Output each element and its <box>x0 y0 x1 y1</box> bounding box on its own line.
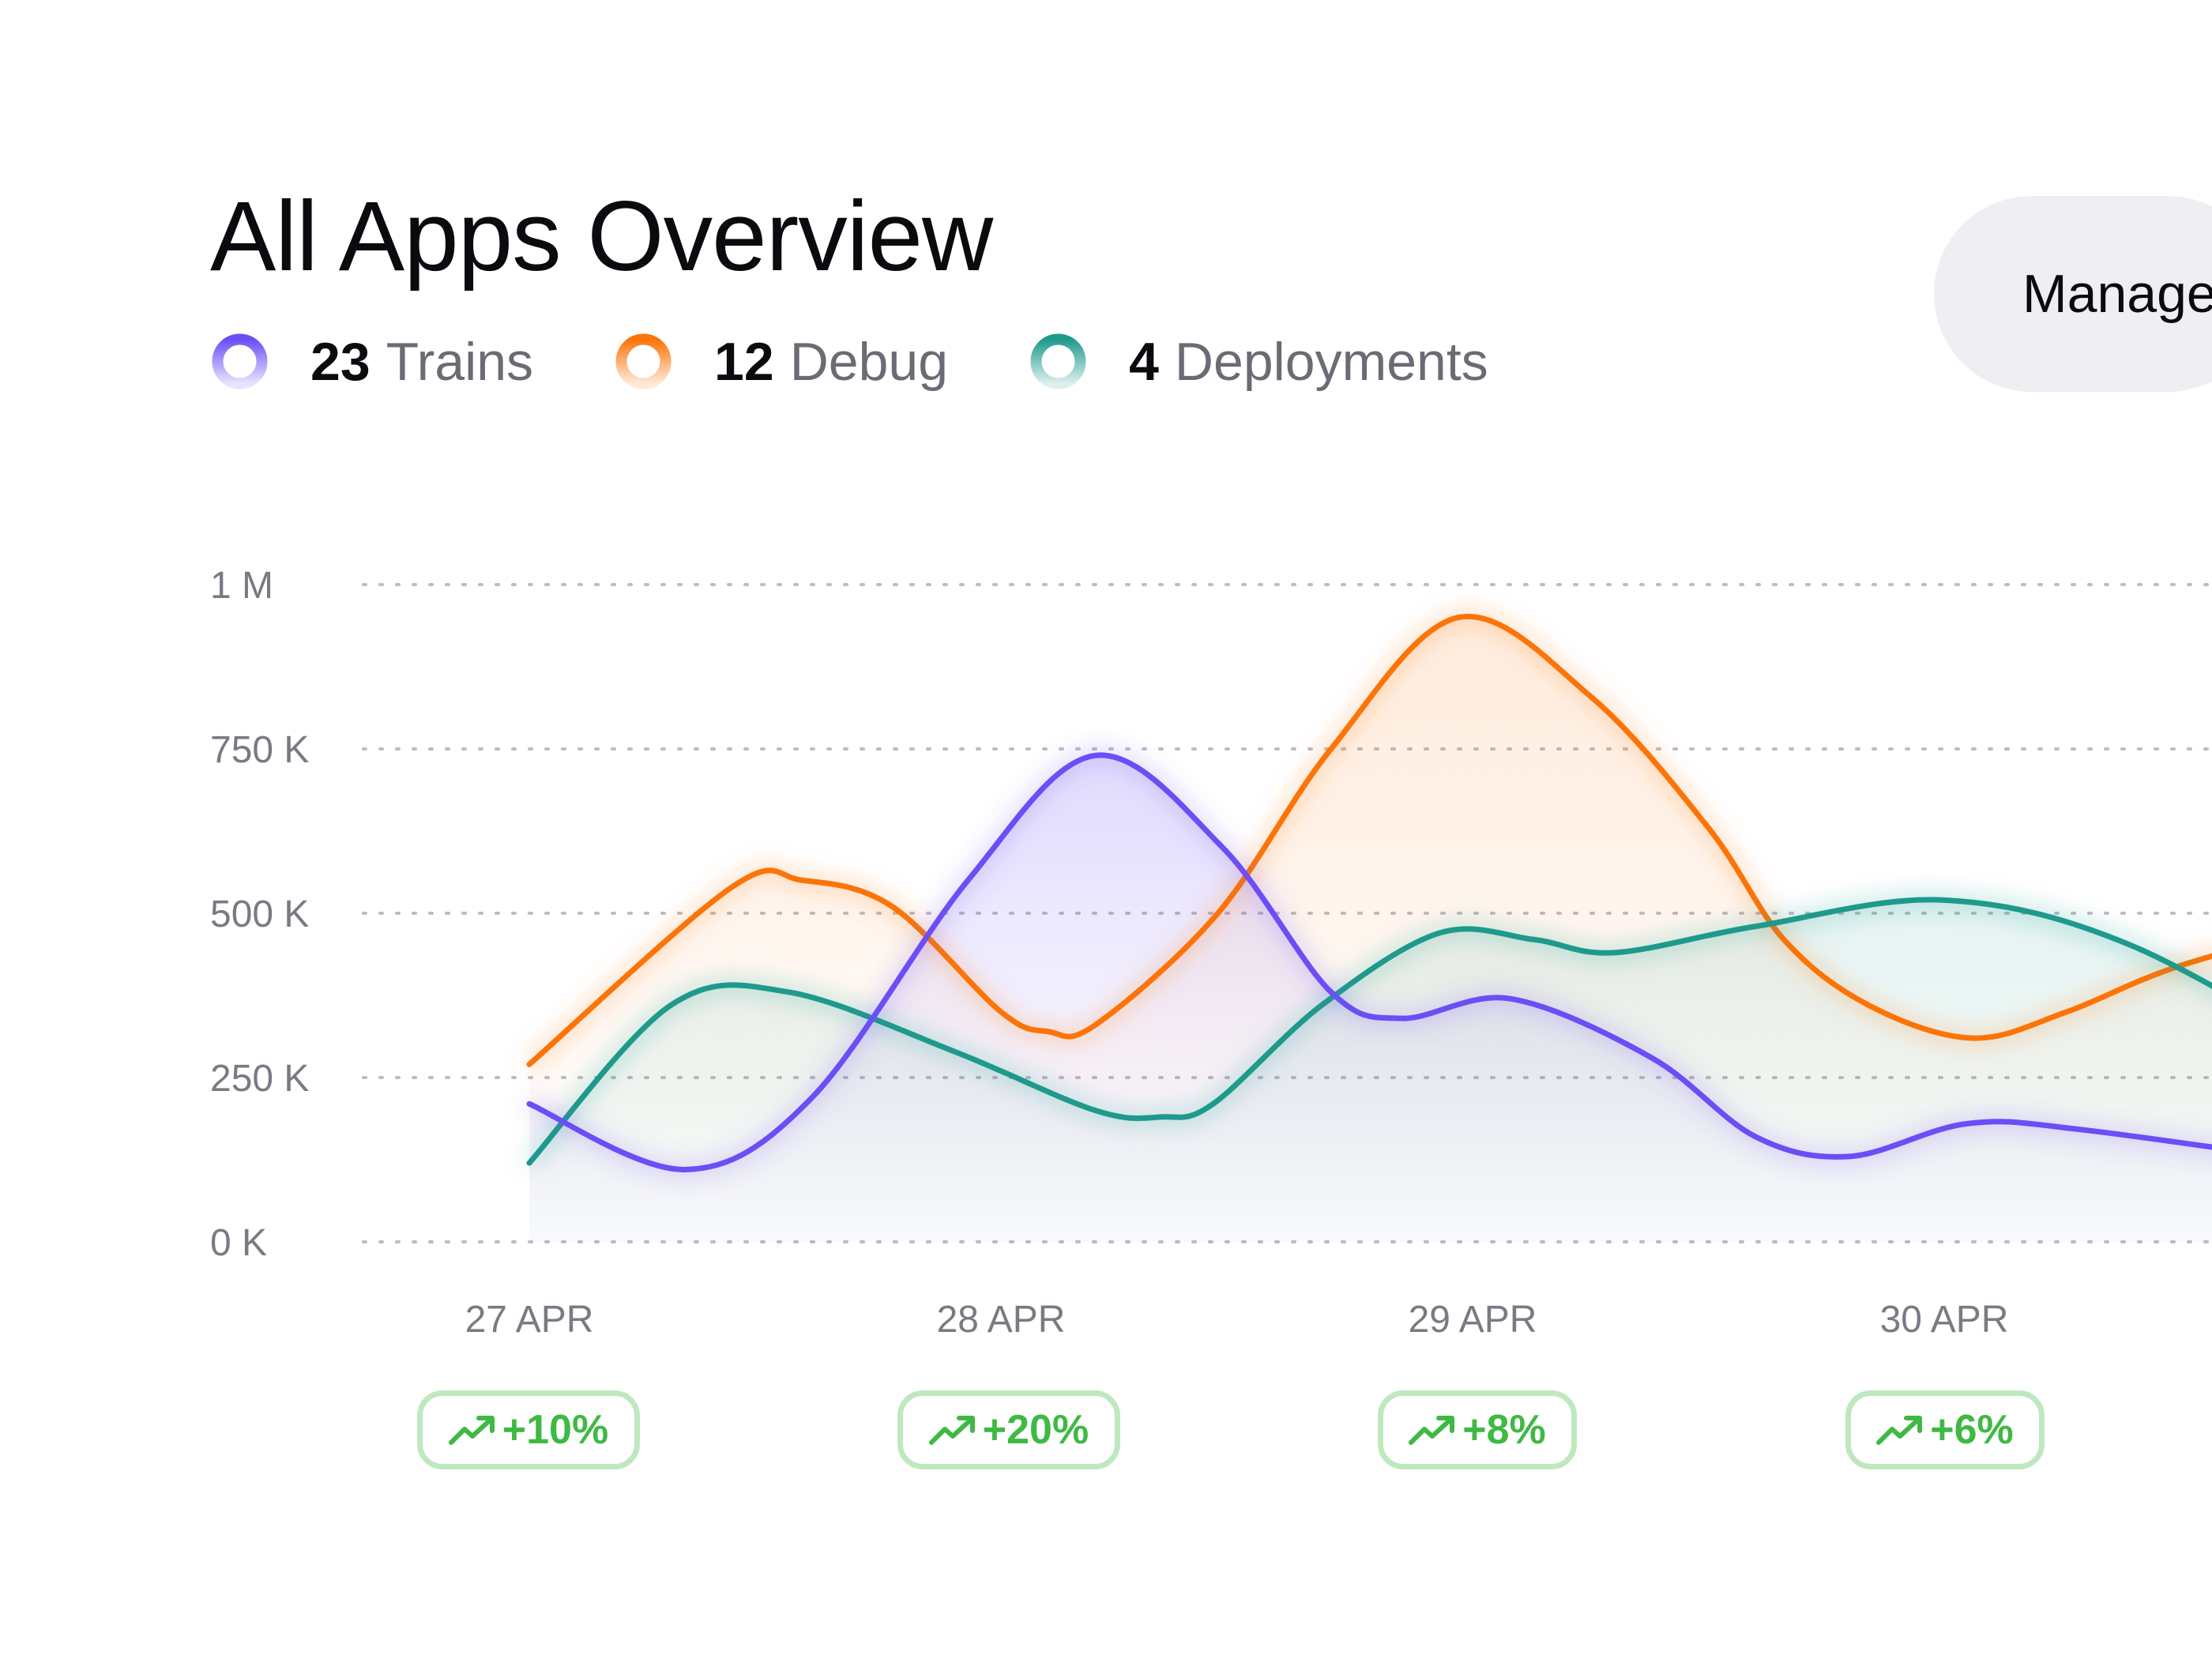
legend-count: 23 <box>310 331 371 392</box>
badge-value: +8% <box>1462 1407 1546 1453</box>
deployments-line <box>526 897 2212 1166</box>
y-tick-label: 750 K <box>210 729 309 771</box>
axis-labels: 0 K 250 K 500 K 750 K 1 M 27 APR 28 APR 29 APR 3… <box>210 565 2008 1341</box>
y-tick-label: 0 K <box>210 1222 267 1264</box>
x-tick-label: 28 APR <box>937 1299 1066 1341</box>
x-tick-label: 29 APR <box>1409 1299 1537 1341</box>
legend-label: Trains <box>386 331 534 392</box>
trains-ring-icon <box>210 332 269 391</box>
y-tick-label: 250 K <box>210 1058 309 1100</box>
badge-value: +10% <box>502 1407 609 1453</box>
trending-up-icon <box>448 1414 498 1446</box>
deployments-ring-icon <box>1029 332 1088 391</box>
legend-count: 4 <box>1129 331 1159 392</box>
growth-badge: +20% <box>897 1390 1120 1469</box>
badge-value: +20% <box>982 1407 1089 1453</box>
legend-item-debug[interactable]: 12 Debug <box>614 331 948 393</box>
legend-item-trains[interactable]: 23 Trains <box>210 331 533 393</box>
badge-value: +6% <box>1930 1407 2014 1453</box>
area-chart: 0 K 250 K 500 K 750 K 1 M 27 APR 28 APR 29 APR 3… <box>210 565 2212 1341</box>
x-tick-label: 27 APR <box>465 1299 594 1341</box>
debug-line <box>526 613 2212 1067</box>
badge-row: +10% +20% +8% +6% <box>0 1390 2212 1477</box>
trending-up-icon <box>1409 1414 1458 1446</box>
legend: 23 Trains 12 Debug 4 Deployments <box>210 328 1569 395</box>
growth-badge: +6% <box>1845 1390 2045 1469</box>
growth-badge: +10% <box>417 1390 640 1469</box>
legend-label: Debug <box>789 331 949 392</box>
lines <box>525 610 2212 1176</box>
x-tick-label: 30 APR <box>1880 1299 2009 1341</box>
legend-label: Deployments <box>1174 331 1488 392</box>
trains-line <box>526 752 2212 1172</box>
y-tick-label: 1 M <box>210 565 273 607</box>
manage-button[interactable]: Manage <box>1934 196 2212 392</box>
areas <box>529 616 2212 1242</box>
page-title: All Apps Overview <box>210 182 993 292</box>
trending-up-icon <box>928 1414 978 1446</box>
debug-ring-icon <box>614 332 673 391</box>
growth-badge: +8% <box>1378 1390 1577 1469</box>
trains-area <box>529 754 2212 1242</box>
y-tick-label: 500 K <box>210 893 309 935</box>
legend-item-deployments[interactable]: 4 Deployments <box>1029 331 1488 393</box>
legend-count: 12 <box>714 331 774 392</box>
trending-up-icon <box>1876 1414 1925 1446</box>
